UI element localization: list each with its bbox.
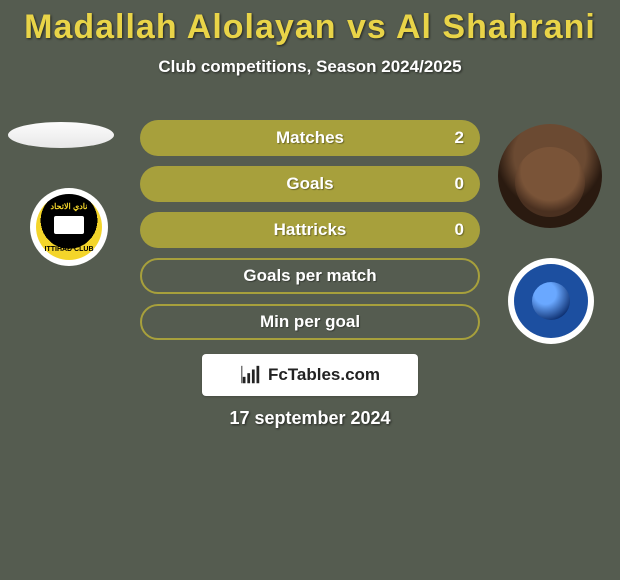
stat-label: Matches	[276, 128, 344, 148]
stat-label: Min per goal	[260, 312, 360, 332]
stat-row-matches: Matches 2	[140, 120, 480, 156]
date-text: 17 september 2024	[0, 408, 620, 429]
stat-value: 2	[455, 128, 464, 148]
stat-row-goals-per-match: Goals per match	[140, 258, 480, 294]
page-title: Madallah Alolayan vs Al Shahrani	[0, 0, 620, 47]
subtitle: Club competitions, Season 2024/2025	[0, 57, 620, 77]
stat-row-hattricks: Hattricks 0	[140, 212, 480, 248]
stat-label: Goals	[286, 174, 333, 194]
comparison-card: Madallah Alolayan vs Al Shahrani Club co…	[0, 0, 620, 580]
attribution-badge: FcTables.com	[202, 354, 418, 396]
stat-value: 0	[455, 220, 464, 240]
bar-chart-icon	[240, 364, 262, 386]
stat-value: 0	[455, 174, 464, 194]
stat-label: Hattricks	[274, 220, 347, 240]
stat-label: Goals per match	[243, 266, 376, 286]
stat-row-goals: Goals 0	[140, 166, 480, 202]
attribution-text: FcTables.com	[268, 365, 380, 385]
stats-list: Matches 2 Goals 0 Hattricks 0 Goals per …	[0, 120, 620, 350]
stat-row-min-per-goal: Min per goal	[140, 304, 480, 340]
